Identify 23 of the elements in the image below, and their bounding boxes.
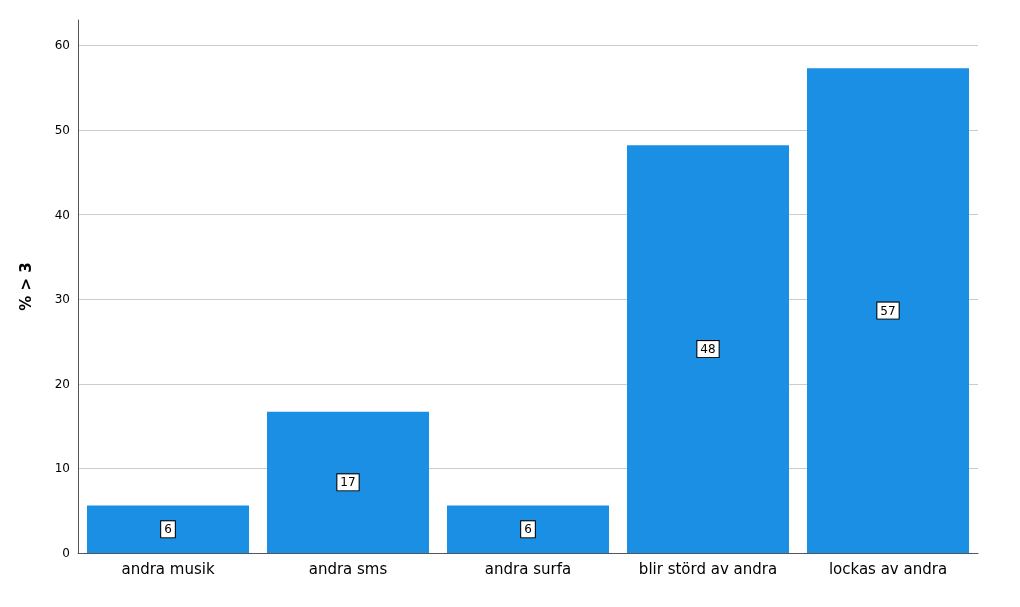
y-tick-label: 50 [54,122,70,137]
bar [807,68,969,553]
y-tick-label: 20 [54,376,70,391]
data-label: 57 [880,303,896,318]
x-tick-label: lockas av andra [828,559,948,578]
y-tick-label: 10 [54,461,70,476]
x-tick-label: andra sms [308,559,388,578]
x-tick-label: andra surfa [484,559,572,578]
data-label: 48 [700,342,716,357]
bar [447,505,609,553]
y-axis-title: % > 3 [16,262,35,311]
bar [627,145,789,553]
bar [87,505,249,553]
x-tick-label: blir störd av andra [638,559,778,578]
y-tick-label: 0 [62,546,70,560]
data-label: 6 [164,522,172,537]
y-tick-label: 60 [54,38,70,53]
data-label: 6 [524,522,532,537]
bar [267,411,429,553]
y-tick-label: 30 [54,292,70,307]
y-tick-label: 40 [54,207,70,222]
data-label: 17 [340,475,356,490]
x-tick-label: andra musik [121,559,215,578]
